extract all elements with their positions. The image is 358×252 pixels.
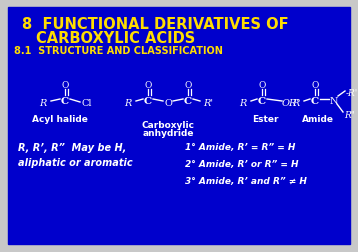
Text: aliphatic or aromatic: aliphatic or aromatic [18,158,132,167]
Text: Carboxylic: Carboxylic [141,120,194,129]
Text: 2° Amide, R’ or R” = H: 2° Amide, R’ or R” = H [185,159,299,168]
Text: R: R [292,99,300,108]
Text: R': R' [203,99,213,108]
Text: Ester: Ester [252,115,278,124]
Text: OR': OR' [282,98,300,107]
Text: C: C [144,96,152,105]
Text: N: N [330,96,338,105]
Text: R: R [124,99,132,108]
Text: Amide: Amide [302,115,334,124]
Text: O: O [184,81,192,90]
Text: O: O [164,98,172,107]
Text: 8  FUNCTIONAL DERIVATIVES OF: 8 FUNCTIONAL DERIVATIVES OF [22,17,289,32]
Text: R, R’, R”  May be H,: R, R’, R” May be H, [18,142,126,152]
Text: C: C [311,96,319,105]
FancyBboxPatch shape [8,8,350,244]
Text: O: O [258,81,266,90]
Text: anhydride: anhydride [142,129,194,138]
Text: 1° Amide, R’ = R” = H: 1° Amide, R’ = R” = H [185,142,295,151]
Text: O: O [144,81,152,90]
Text: C: C [184,96,192,105]
Text: Acyl halide: Acyl halide [32,115,88,124]
Text: -R': -R' [346,88,358,97]
Text: CARBOXYLIC ACIDS: CARBOXYLIC ACIDS [36,31,195,46]
Text: O: O [311,81,319,90]
Text: 3° Amide, R’ and R” ≠ H: 3° Amide, R’ and R” ≠ H [185,176,307,185]
Text: C: C [61,96,69,105]
Text: Cl: Cl [82,99,92,108]
Text: R: R [39,99,47,108]
Text: C: C [258,96,266,105]
Text: R: R [239,99,247,108]
Text: 8.1  STRUCTURE AND CLASSIFICATION: 8.1 STRUCTURE AND CLASSIFICATION [14,46,223,56]
Text: R": R" [344,110,355,119]
Text: O: O [61,81,69,90]
